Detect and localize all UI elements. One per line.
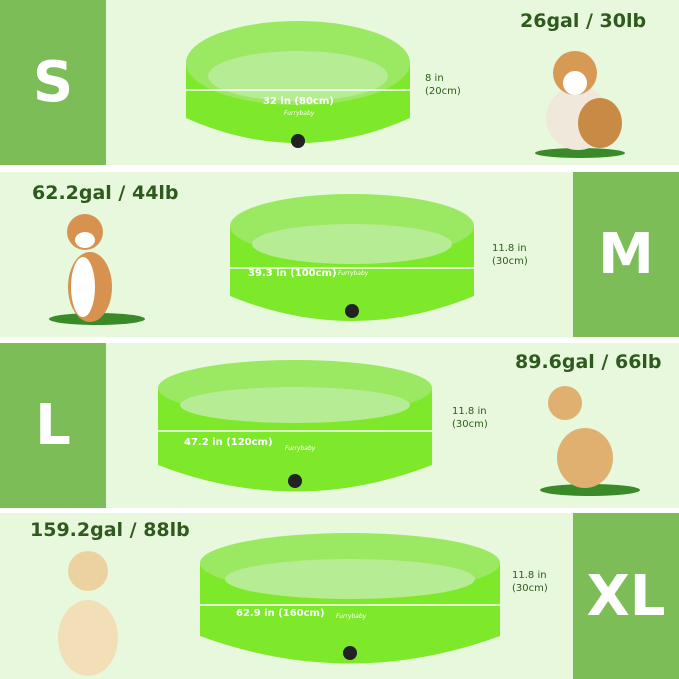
brand-logo: Furrybaby xyxy=(338,270,369,277)
corgi-dog-image xyxy=(535,51,625,158)
golden-retriever-image xyxy=(540,386,640,496)
height-m: 11.8 in (30cm) xyxy=(492,242,528,268)
pool-image-l xyxy=(158,360,432,492)
brand-logo: Furrybaby xyxy=(285,445,316,452)
size-label-xl: XL xyxy=(573,513,679,679)
capacity-s: 26gal / 30lb xyxy=(520,10,647,32)
brand-logo: Furrybaby xyxy=(284,110,315,117)
height-cm: (30cm) xyxy=(492,256,528,267)
height-in: 11.8 in xyxy=(492,243,527,254)
size-band-s: S 26gal / 30lb 32 in (80cm) Furrybaby 8 … xyxy=(0,0,679,165)
capacity-m: 62.2gal / 44lb xyxy=(32,182,179,204)
size-label-l: L xyxy=(0,343,106,508)
size-band-l: L 89.6gal / 66lb 47.2 in (120cm) Furryba… xyxy=(0,343,679,508)
diameter-l: 47.2 in (120cm) xyxy=(184,437,273,448)
height-in: 8 in xyxy=(425,73,444,84)
pool-image-m xyxy=(230,194,474,321)
height-cm: (30cm) xyxy=(452,419,488,430)
size-band-xl: XL 159.2gal / 88lb 62.9 in (160cm) Furry… xyxy=(0,513,679,679)
size-label-s: S xyxy=(0,0,106,165)
size-label-m: M xyxy=(573,172,679,337)
brand-logo: Furrybaby xyxy=(336,613,367,620)
height-s: 8 in (20cm) xyxy=(425,72,461,98)
height-in: 11.8 in xyxy=(452,406,487,417)
height-cm: (30cm) xyxy=(512,583,548,594)
height-in: 11.8 in xyxy=(512,570,547,581)
capacity-xl: 159.2gal / 88lb xyxy=(30,519,190,541)
labrador-dog-image xyxy=(58,551,118,676)
diameter-s: 32 in (80cm) xyxy=(263,96,334,107)
capacity-l: 89.6gal / 66lb xyxy=(515,351,662,373)
pool-image-s xyxy=(186,21,410,148)
diameter-m: 39.3 in (100cm) xyxy=(248,268,337,279)
height-cm: (20cm) xyxy=(425,86,461,97)
height-xl: 11.8 in (30cm) xyxy=(512,569,548,595)
height-l: 11.8 in (30cm) xyxy=(452,405,488,431)
pool-image-xl xyxy=(200,533,500,664)
shiba-dog-image xyxy=(49,214,145,325)
size-band-m: M 62.2gal / 44lb 39.3 in (100cm) Furryba… xyxy=(0,172,679,337)
diameter-xl: 62.9 in (160cm) xyxy=(236,608,325,619)
